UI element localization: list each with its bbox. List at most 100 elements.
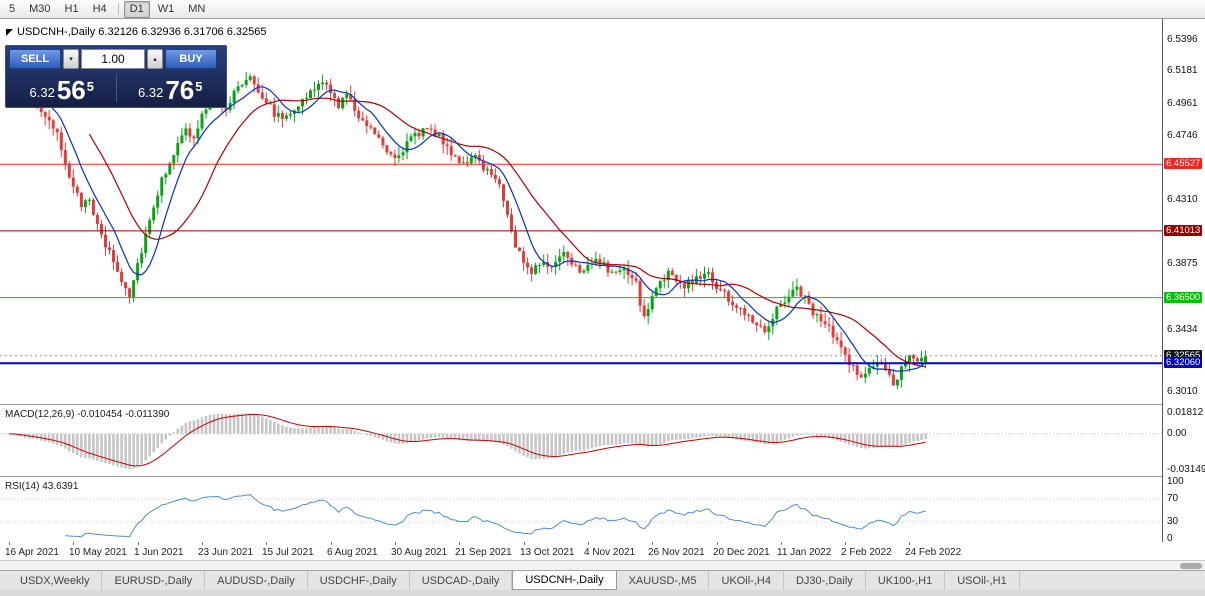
bid-price-display[interactable]: 6.32 56 5 [9, 72, 115, 104]
time-axis-label: 2 Feb 2022 [841, 547, 892, 558]
price-axis-tick: 6.4310 [1167, 194, 1198, 206]
time-axis-label: 15 Jul 2021 [262, 547, 314, 558]
time-axis-tick [138, 542, 139, 545]
rsi-axis-tick: 30 [1167, 515, 1179, 527]
bottom-strip [0, 590, 1205, 596]
macd-pane-canvas[interactable] [0, 406, 1162, 476]
price-axis-tick: 6.3434 [1167, 323, 1198, 335]
price-level-badge: 6.36500 [1164, 291, 1203, 303]
pane-separator[interactable] [0, 404, 1205, 405]
price-axis-tick: 6.3010 [1167, 386, 1198, 398]
rsi-axis-tick: 100 [1167, 476, 1184, 487]
time-axis-label: 21 Sep 2021 [455, 547, 512, 558]
timeframe-button-h1[interactable]: H1 [64, 2, 79, 15]
macd-axis-tick: 0.01812 [1167, 407, 1204, 418]
rsi-indicator-label: RSI(14) 43.6391 [5, 481, 79, 492]
timeframe-button-5[interactable]: 5 [9, 2, 16, 15]
rsi-axis-tick: 70 [1167, 493, 1179, 505]
tab-usdcnh-daily[interactable]: USDCNH-,Daily [512, 571, 617, 590]
price-level-badge: 6.32060 [1164, 357, 1203, 369]
chart-window: USDCNH-,Daily 6.32126 6.32936 6.31706 6.… [0, 19, 1205, 560]
tab-ukoil-h4[interactable]: UKOil-,H4 [709, 571, 784, 590]
macd-axis-tick: 0.00 [1167, 427, 1187, 439]
tab-audusd-daily[interactable]: AUDUSD-,Daily [205, 571, 308, 590]
time-axis-label: 30 Aug 2021 [391, 547, 448, 558]
time-axis-tick [73, 542, 74, 545]
time-axis-tick [845, 542, 846, 545]
tab-usdcad-daily[interactable]: USDCAD-,Daily [409, 571, 513, 590]
time-axis-tick [588, 542, 589, 545]
volume-increase-button[interactable]: ▴ [147, 49, 163, 69]
price-level-badge: 6.32565 [1164, 349, 1203, 361]
one-click-collapse-icon[interactable] [6, 28, 13, 36]
chart-title-text: USDCNH-,Daily 6.32126 6.32936 6.31706 6.… [17, 26, 267, 38]
tab-usdx-weekly[interactable]: USDX,Weekly [8, 571, 103, 590]
time-axis-label: 26 Nov 2021 [648, 547, 705, 558]
buy-button[interactable]: BUY [165, 49, 217, 69]
price-level-badge: 6.41013 [1164, 224, 1203, 236]
ask-price-prefix: 6.32 [138, 85, 164, 100]
scrollbar-handle[interactable] [1180, 563, 1202, 569]
tab-eurusd-daily[interactable]: EURUSD-,Daily [102, 571, 206, 590]
time-axis-tick [459, 542, 460, 545]
time-axis[interactable]: 16 Apr 2021 10 May 2021 1 Jun 2021 23 Jun 2… [0, 542, 1205, 560]
time-axis-label: 23 Jun 2021 [198, 547, 254, 558]
ask-price-main: 76 [165, 75, 195, 105]
price-axis-tick: 6.5181 [1167, 65, 1198, 77]
time-axis-tick [331, 542, 332, 545]
price-axis-tick: 6.5396 [1167, 33, 1198, 45]
ask-price-display[interactable]: 6.32 76 5 [118, 72, 224, 104]
price-axis-tick: 6.4746 [1167, 129, 1198, 141]
volume-decrease-button[interactable]: ▾ [63, 49, 79, 69]
timeframe-button-w1[interactable]: W1 [157, 2, 175, 15]
price-level-badge: 6.45527 [1164, 158, 1203, 170]
time-axis-label: 24 Feb 2022 [905, 547, 962, 558]
time-axis-tick [781, 542, 782, 545]
macd-axis-tick: -0.03149 [1167, 464, 1205, 475]
time-axis-label: 6 Aug 2021 [327, 547, 378, 558]
one-click-trading-panel: SELL ▾ ▴ BUY 6.32 56 5 6.32 76 5 [5, 45, 227, 108]
time-axis-tick [202, 542, 203, 545]
chart-title: USDCNH-,Daily 6.32126 6.32936 6.31706 6.… [6, 26, 267, 38]
timeframe-button-h4[interactable]: H4 [92, 2, 107, 15]
time-axis-tick [652, 542, 653, 545]
toolbar-divider [117, 3, 119, 15]
price-axis-tick: 6.3875 [1167, 258, 1198, 270]
horizontal-scrollbar[interactable] [0, 560, 1205, 570]
chart-tab-bar: USDX,Weekly EURUSD-,Daily AUDUSD-,Daily USD… [0, 570, 1205, 590]
tab-dj30-daily[interactable]: DJ30-,Daily [783, 571, 866, 590]
time-axis-tick [524, 542, 525, 545]
tab-uk100-h1[interactable]: UK100-,H1 [865, 571, 946, 590]
sell-button[interactable]: SELL [9, 49, 61, 69]
time-axis-tick [717, 542, 718, 545]
tab-xauusd-m5[interactable]: XAUUSD-,M5 [616, 571, 710, 590]
time-axis-label: 1 Jun 2021 [134, 547, 184, 558]
volume-input[interactable] [81, 49, 145, 69]
tab-usdchf-daily[interactable]: USDCHF-,Daily [307, 571, 410, 590]
bid-price-prefix: 6.32 [29, 85, 55, 100]
time-axis-label: 4 Nov 2021 [584, 547, 636, 558]
rsi-axis-tick: 0 [1167, 533, 1173, 544]
time-axis-tick [395, 542, 396, 545]
price-divider [115, 74, 117, 102]
time-axis-label: 13 Oct 2021 [520, 547, 575, 558]
price-axis-tick: 6.4961 [1167, 97, 1198, 109]
timeframe-button-mn[interactable]: MN [188, 2, 206, 15]
time-axis-tick [9, 542, 10, 545]
timeframe-button-m30[interactable]: M30 [29, 2, 51, 15]
tab-usoil-h1[interactable]: USOil-,H1 [945, 571, 1020, 590]
bid-price-sup: 5 [86, 79, 94, 94]
price-chart-canvas[interactable] [0, 19, 1162, 404]
timeframe-toolbar: 5 M30 H1 H4 D1 W1 MN [0, 0, 1205, 19]
ask-price-sup: 5 [195, 79, 203, 94]
timeframe-button-d1[interactable]: D1 [123, 0, 150, 18]
rsi-pane-canvas[interactable] [0, 478, 1162, 542]
time-axis-tick [909, 542, 910, 545]
macd-indicator-label: MACD(12,26,9) -0.010454 -0.011390 [5, 409, 170, 420]
time-axis-label: 10 May 2021 [69, 547, 127, 558]
time-axis-label: 16 Apr 2021 [5, 547, 59, 558]
time-axis-tick [266, 542, 267, 545]
time-axis-label: 20 Dec 2021 [713, 547, 770, 558]
pane-separator[interactable] [0, 476, 1205, 477]
price-axis[interactable]: 6.5396 6.5181 6.4961 6.4746 6.4310 6.3875 6.34… [1162, 19, 1205, 544]
